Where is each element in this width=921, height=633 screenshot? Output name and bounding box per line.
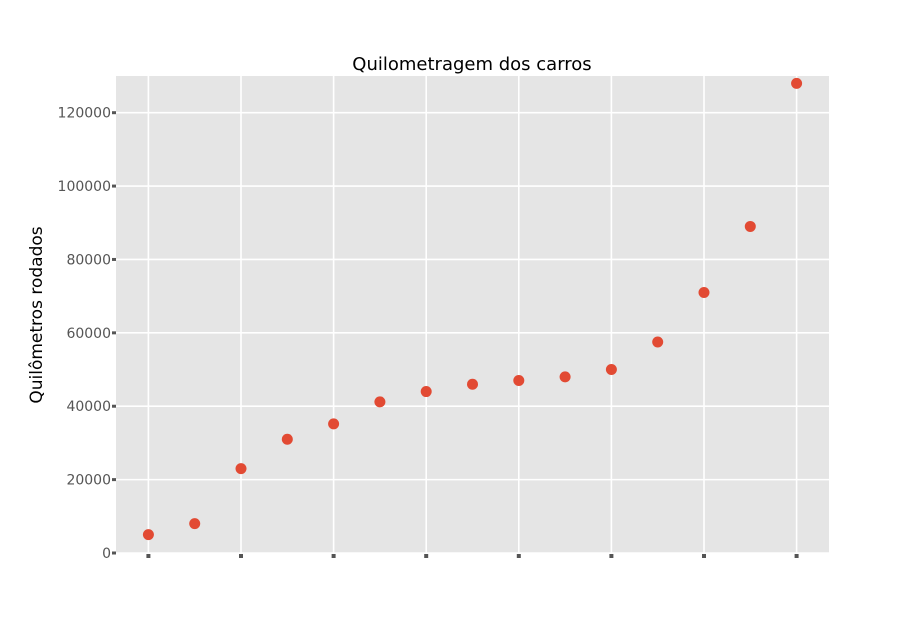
chart-title: Quilometragem dos carros: [352, 54, 591, 75]
grid: [116, 76, 829, 554]
data-point: [559, 371, 571, 383]
data-point: [189, 518, 201, 530]
data-point: [513, 375, 525, 387]
data-point: [605, 364, 617, 376]
data-point: [235, 463, 247, 475]
data-point: [420, 386, 432, 398]
y-tick-label: 80000: [66, 252, 111, 268]
y-tick-label: 120000: [58, 106, 111, 122]
y-tick-label: 0: [102, 546, 111, 562]
data-point: [698, 286, 710, 298]
y-tick-label: 60000: [66, 326, 111, 342]
data-point: [744, 220, 756, 232]
y-axis-label: Quilômetros rodados: [27, 226, 47, 403]
y-tick-label: 20000: [66, 473, 111, 489]
y-tick-label: 100000: [58, 179, 111, 195]
y-axis: 0 20000 40000 60000 80000 100000 120000: [58, 106, 116, 562]
data-point: [328, 418, 340, 430]
data-point: [652, 336, 664, 348]
data-point: [374, 396, 386, 408]
y-tick-label: 40000: [66, 399, 111, 415]
data-points: [142, 77, 803, 541]
data-point: [281, 433, 293, 445]
plot-area: [116, 76, 829, 553]
data-point: [791, 77, 803, 89]
data-point: [142, 529, 154, 541]
x-axis: [146, 554, 799, 558]
data-point: [467, 378, 478, 390]
